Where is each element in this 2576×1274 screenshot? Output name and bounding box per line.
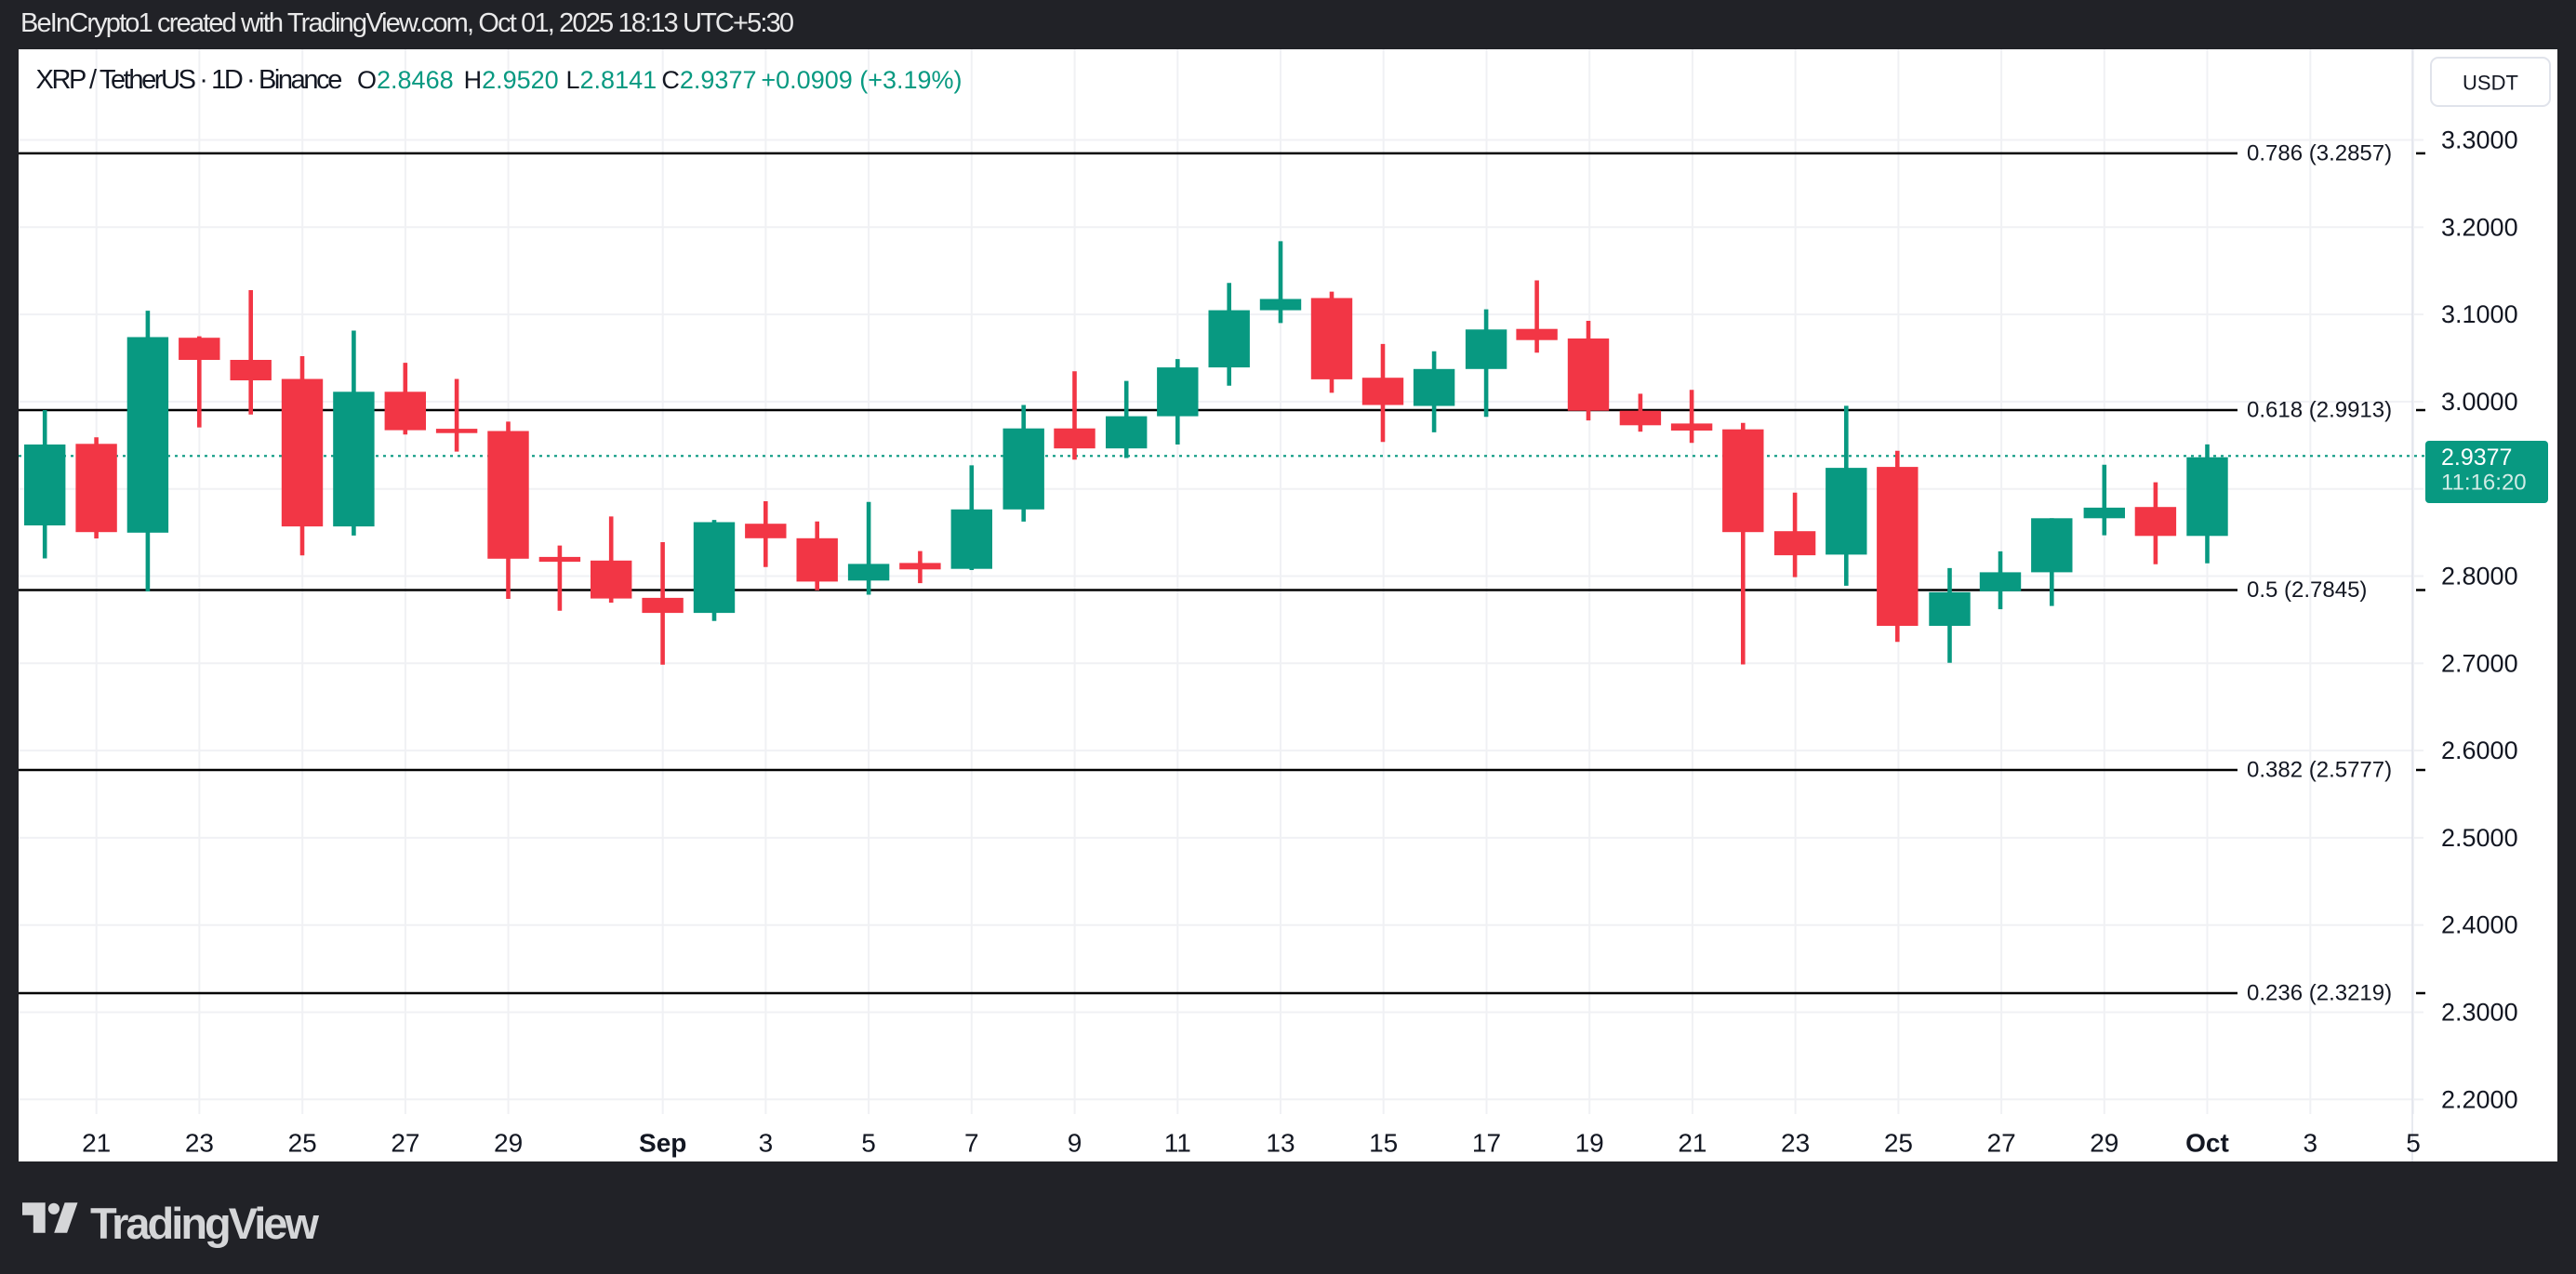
- svg-text:2.8000: 2.8000: [2441, 563, 2518, 591]
- svg-text:2.6000: 2.6000: [2441, 737, 2518, 764]
- svg-text:0.618 (2.9913): 0.618 (2.9913): [2247, 398, 2392, 423]
- svg-text:Sep: Sep: [639, 1129, 686, 1158]
- svg-text:3.2000: 3.2000: [2441, 213, 2518, 241]
- svg-text:17: 17: [1472, 1129, 1501, 1158]
- svg-text:+0.0909 (+3.19%): +0.0909 (+3.19%): [761, 66, 962, 94]
- svg-text:L2.8141: L2.8141: [566, 66, 657, 94]
- svg-text:19: 19: [1575, 1129, 1604, 1158]
- svg-text:29: 29: [494, 1129, 523, 1158]
- svg-text:11:16:20: 11:16:20: [2441, 471, 2527, 496]
- svg-text:21: 21: [82, 1129, 111, 1158]
- svg-text:2.5000: 2.5000: [2441, 824, 2518, 852]
- svg-text:3.1000: 3.1000: [2441, 300, 2518, 328]
- svg-text:2.4000: 2.4000: [2441, 911, 2518, 939]
- svg-text:0.786 (3.2857): 0.786 (3.2857): [2247, 140, 2392, 166]
- svg-text:0.236 (2.3219): 0.236 (2.3219): [2247, 981, 2392, 1006]
- svg-text:C2.9377: C2.9377: [661, 66, 756, 94]
- svg-text:9: 9: [1068, 1129, 1082, 1158]
- svg-text:3: 3: [759, 1129, 774, 1158]
- svg-text:H2.9520: H2.9520: [464, 66, 559, 94]
- svg-text:5: 5: [2406, 1129, 2421, 1158]
- svg-text:29: 29: [2090, 1129, 2118, 1158]
- svg-text:23: 23: [185, 1129, 214, 1158]
- svg-text:5: 5: [861, 1129, 876, 1158]
- svg-text:0.5 (2.7845): 0.5 (2.7845): [2247, 577, 2367, 603]
- svg-text:27: 27: [1987, 1129, 2016, 1158]
- svg-text:2.7000: 2.7000: [2441, 649, 2518, 677]
- svg-text:2.3000: 2.3000: [2441, 999, 2518, 1027]
- svg-text:O2.8468: O2.8468: [357, 66, 454, 94]
- svg-text:7: 7: [964, 1129, 979, 1158]
- svg-text:21: 21: [1678, 1129, 1706, 1158]
- svg-text:3.3000: 3.3000: [2441, 126, 2518, 154]
- svg-text:25: 25: [1884, 1129, 1913, 1158]
- svg-text:11: 11: [1164, 1129, 1191, 1158]
- svg-text:2.9377: 2.9377: [2441, 445, 2512, 471]
- svg-text:23: 23: [1781, 1129, 1810, 1158]
- svg-text:13: 13: [1266, 1129, 1295, 1158]
- svg-text:XRP / TetherUS · 1D · Binance: XRP / TetherUS · 1D · Binance: [36, 65, 342, 95]
- svg-text:2.2000: 2.2000: [2441, 1085, 2518, 1113]
- svg-text:USDT: USDT: [2463, 72, 2518, 95]
- svg-text:3.0000: 3.0000: [2441, 388, 2518, 416]
- svg-text:0.382 (2.5777): 0.382 (2.5777): [2247, 758, 2392, 783]
- svg-text:25: 25: [288, 1129, 317, 1158]
- svg-text:27: 27: [391, 1129, 419, 1158]
- svg-text:3: 3: [2304, 1129, 2318, 1158]
- svg-text:Oct: Oct: [2185, 1129, 2229, 1158]
- svg-text:15: 15: [1369, 1129, 1398, 1158]
